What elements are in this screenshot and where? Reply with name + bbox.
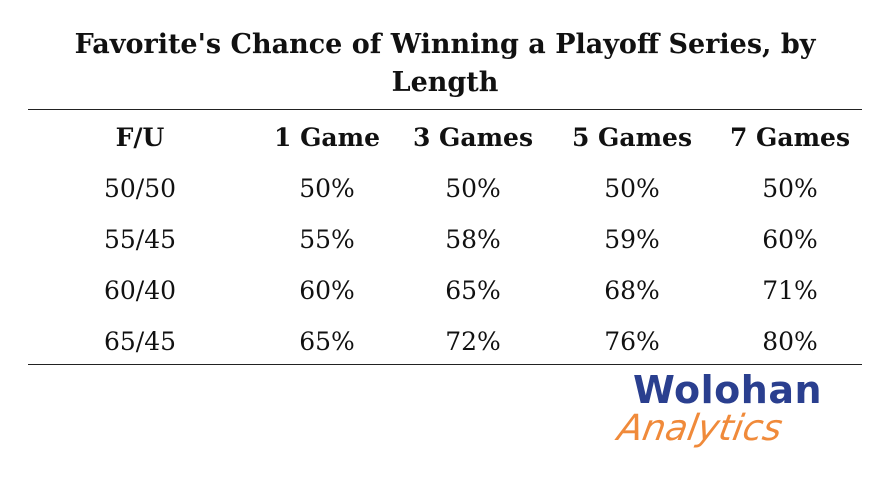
table-cell: 58%	[445, 225, 501, 254]
table-cell: 50%	[299, 174, 355, 203]
column-header: 3 Games	[412, 123, 534, 152]
table-cell: 76%	[604, 327, 660, 356]
bottom-rule	[28, 364, 862, 365]
row-label: 50/50	[103, 174, 177, 203]
table-cell: 60%	[299, 276, 355, 305]
column-header: 1 Game	[273, 123, 380, 152]
row-label: 55/45	[103, 225, 177, 254]
table-cell: 71%	[762, 276, 818, 305]
table-cell: 50%	[445, 174, 501, 203]
table-cell: 50%	[762, 174, 818, 203]
table-title: Favorite's Chance of Winning a Playoff S…	[74, 29, 816, 98]
column-header: 7 Games	[729, 123, 851, 152]
table-cell: 68%	[604, 276, 660, 305]
top-rule	[28, 109, 862, 110]
column-header: F/U	[115, 123, 165, 152]
row-label: 65/45	[103, 327, 177, 356]
logo-text: Wolohan	[632, 368, 823, 412]
table-cell: 65%	[445, 276, 501, 305]
table-cell: 72%	[445, 327, 501, 356]
column-header: 5 Games	[571, 123, 693, 152]
table-cell: 65%	[299, 327, 355, 356]
row-label: 60/40	[103, 276, 177, 305]
table-cell: 55%	[299, 225, 355, 254]
table-cell: 60%	[762, 225, 818, 254]
table-cell: 50%	[604, 174, 660, 203]
table-cell: 59%	[604, 225, 660, 254]
logo-script: Analytics	[614, 408, 786, 449]
table-cell: 80%	[762, 327, 818, 356]
